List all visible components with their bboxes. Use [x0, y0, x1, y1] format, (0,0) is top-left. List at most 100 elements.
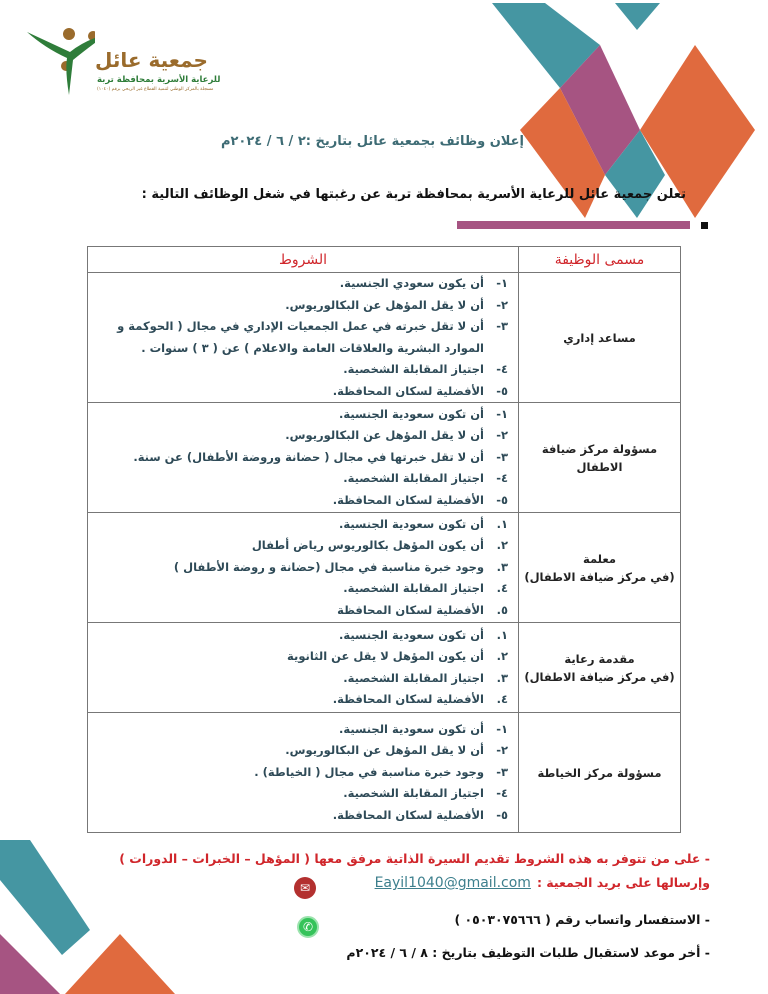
- condition-text: أن تكون سعودية الجنسية.: [339, 406, 484, 421]
- bullet-square: [701, 222, 708, 229]
- logo-figure-icon: [27, 28, 95, 95]
- condition-text: الأفضلية لسكان المحافظة.: [332, 692, 484, 706]
- condition-item: ٥. الأفضلية لسكان المحافظة: [88, 600, 508, 622]
- intro-text: تعلن جمعية عائل للرعاية الأسرية بمحافظة …: [141, 187, 686, 202]
- apply-instructions: - على من تتوفر به هذه الشروط تقديم السير…: [119, 851, 710, 866]
- condition-item: ٥- الأفضلية لسكان المحافظة.: [88, 381, 508, 403]
- condition-text: اجتياز المقابلة الشخصية.: [343, 362, 484, 376]
- condition-item: ٢- أن لا يقل المؤهل عن البكالوريوس.: [88, 425, 508, 447]
- condition-text: أن تكون سعودية الجنسية.: [339, 627, 484, 642]
- condition-text: أن تكون سعودية الجنسية.: [339, 721, 484, 736]
- condition-number: ٤.: [496, 692, 508, 706]
- condition-item: ١- أن يكون سعودي الجنسية.: [88, 273, 508, 295]
- condition-number: ٣-: [496, 764, 508, 779]
- divider-bar: [457, 221, 690, 229]
- condition-item: ٥- الأفضلية لسكان المحافظة.: [88, 490, 508, 512]
- condition-text: اجتياز المقابلة الشخصية.: [343, 581, 484, 596]
- conditions-list: ١- أن تكون سعودية الجنسية. ٢- أن لا يقل الم…: [88, 404, 518, 512]
- condition-number: ٤-: [496, 471, 508, 486]
- condition-text: الأفضلية لسكان المحافظة.: [332, 492, 484, 507]
- conditions-cell: ١- أن يكون سعودي الجنسية. ٢- أن لا يقل المؤ…: [87, 272, 519, 403]
- send-text: وإرسالها على بريد الجمعية :: [536, 875, 710, 890]
- condition-item: ٤. الأفضلية لسكان المحافظة.: [88, 689, 508, 711]
- condition-item: ١- أن تكون سعودية الجنسية.: [88, 404, 508, 426]
- teal-band: [492, 3, 600, 88]
- jobs-table: مسمى الوظيفة الشروط مساعد إداري ١- أن يكون…: [87, 246, 681, 833]
- condition-number: ٥-: [496, 807, 508, 822]
- condition-text: أن يكون المؤهل بكالوريوس رياض أطفال: [251, 538, 484, 553]
- table-row: مسؤولة مركز الخياطة ١- أن تكون سعودية الجن…: [87, 712, 681, 833]
- condition-item: ٢- أن لا يقل المؤهل عن البكالوريوس.: [88, 295, 508, 317]
- condition-number: ١-: [496, 406, 508, 421]
- job-title: مساعد إداري: [563, 330, 636, 345]
- condition-item: ٤- اجتياز المقابلة الشخصية.: [88, 783, 508, 805]
- condition-item: ٤. اجتياز المقابلة الشخصية.: [88, 578, 508, 600]
- condition-text: اجتياز المقابلة الشخصية.: [343, 471, 484, 486]
- job-title: مسؤولة مركز الخياطة: [537, 765, 662, 780]
- job-title: مسؤولة مركز ضيافة الاطفال: [541, 441, 658, 474]
- orange-diamond-right: [640, 45, 755, 218]
- condition-item: ٢- أن لا يقل المؤهل عن البكالوريوس.: [88, 740, 508, 762]
- job-subtitle: (في مركز ضيافة الاطفال): [524, 569, 675, 584]
- condition-text: وجود خبرة مناسبة في مجال (حضانة و روضة ا…: [173, 559, 484, 574]
- mail-icon: ✉: [294, 877, 316, 899]
- condition-text: الأفضلية لسكان المحافظة.: [332, 383, 484, 398]
- condition-number: ٢.: [496, 538, 508, 553]
- condition-item: ٤- اجتياز المقابلة الشخصية.: [88, 359, 508, 381]
- condition-text: اجتياز المقابلة الشخصية.: [343, 786, 484, 801]
- condition-number: ٣.: [496, 559, 508, 574]
- condition-number: ٢-: [496, 297, 508, 312]
- condition-text: أن تكون سعودية الجنسية.: [339, 516, 484, 531]
- announcement-heading: إعلان وظائف بجمعية عائل بتاريخ :٢ / ٦ / …: [220, 134, 524, 149]
- condition-number: ٥.: [496, 602, 508, 617]
- condition-item: ٣. اجتياز المقابلة الشخصية.: [88, 668, 508, 690]
- condition-text: أن لا يقل المؤهل عن البكالوريوس.: [285, 743, 484, 758]
- email-link[interactable]: Eayil1040@gmail.com: [374, 875, 531, 891]
- table-row: معلمة (في مركز ضيافة الاطفال) ١. أن تكون سع…: [87, 512, 681, 623]
- job-title-cell: مسؤولة مركز ضيافة الاطفال: [518, 402, 681, 513]
- condition-number: ١-: [496, 721, 508, 736]
- condition-text: الأفضلية لسكان المحافظة.: [332, 807, 484, 822]
- logo-registration: مسجلة بالمركز الوطني لتنمية القطاع غير ا…: [97, 87, 214, 92]
- conditions-cell: ١- أن تكون سعودية الجنسية. ٢- أن لا يقل الم…: [87, 402, 519, 513]
- conditions-cell: ١. أن تكون سعودية الجنسية. ٢. أن يكون المؤه…: [87, 622, 519, 713]
- condition-text: أن يكون المؤهل لا يقل عن الثانوية: [287, 649, 484, 663]
- condition-text: أن لا تقل خبرتها في مجال ( حضانة وروضة ا…: [133, 449, 484, 464]
- orange-triangle: [65, 934, 175, 994]
- condition-number: ٥-: [496, 383, 508, 398]
- conditions-list: ١- أن يكون سعودي الجنسية. ٢- أن لا يقل المؤ…: [88, 273, 518, 402]
- header-conditions: الشروط: [87, 246, 519, 273]
- table-row: مقدمة رعاية (في مركز ضيافة الاطفال) ١. أن ت…: [87, 622, 681, 713]
- deadline: - أخر موعد لاستقبال طلبات التوظيف بتاريخ…: [346, 945, 710, 960]
- logo-title: جمعية عائل: [95, 48, 208, 72]
- orange-diamond-left: [520, 88, 605, 218]
- conditions-list: ١. أن تكون سعودية الجنسية. ٢. أن يكون المؤه…: [88, 625, 518, 711]
- condition-text: الأفضلية لسكان المحافظة: [337, 602, 484, 617]
- condition-number: ١.: [496, 627, 508, 642]
- condition-number: ٤-: [496, 362, 508, 376]
- purple-triangle: [0, 934, 60, 994]
- conditions-cell: ١- أن تكون سعودية الجنسية. ٢- أن لا يقل الم…: [87, 712, 519, 833]
- table-row: مسؤولة مركز ضيافة الاطفال ١- أن تكون سعودي…: [87, 402, 681, 513]
- job-title-cell: مسؤولة مركز الخياطة: [518, 712, 681, 833]
- condition-number: ١.: [496, 516, 508, 531]
- condition-item: ٣- أن لا تقل خبرتها في مجال ( حضانة وروضة…: [88, 447, 508, 469]
- condition-item: ٤- اجتياز المقابلة الشخصية.: [88, 468, 508, 490]
- teal-triangle: [615, 3, 660, 30]
- condition-number: ٤-: [496, 786, 508, 801]
- condition-number: ٢.: [496, 649, 508, 663]
- condition-number: ٢-: [496, 428, 508, 443]
- purple-diamond: [560, 45, 640, 175]
- condition-number: ١-: [496, 276, 508, 290]
- whatsapp-icon: ✆: [297, 916, 319, 938]
- condition-number: ٣-: [496, 319, 508, 333]
- condition-text: أن لا يقل المؤهل عن البكالوريوس.: [285, 297, 484, 312]
- condition-item: ٢. أن يكون المؤهل لا يقل عن الثانوية: [88, 646, 508, 668]
- header-job-title: مسمى الوظيفة: [518, 246, 681, 273]
- condition-item: ٣- وجود خبرة مناسبة في مجال ( الخياطة) .: [88, 762, 508, 784]
- condition-item: ٣. وجود خبرة مناسبة في مجال (حضانة و روضة…: [88, 557, 508, 579]
- condition-number: ٤.: [496, 581, 508, 596]
- condition-text: اجتياز المقابلة الشخصية.: [343, 670, 484, 685]
- job-title-cell: معلمة (في مركز ضيافة الاطفال): [518, 512, 681, 623]
